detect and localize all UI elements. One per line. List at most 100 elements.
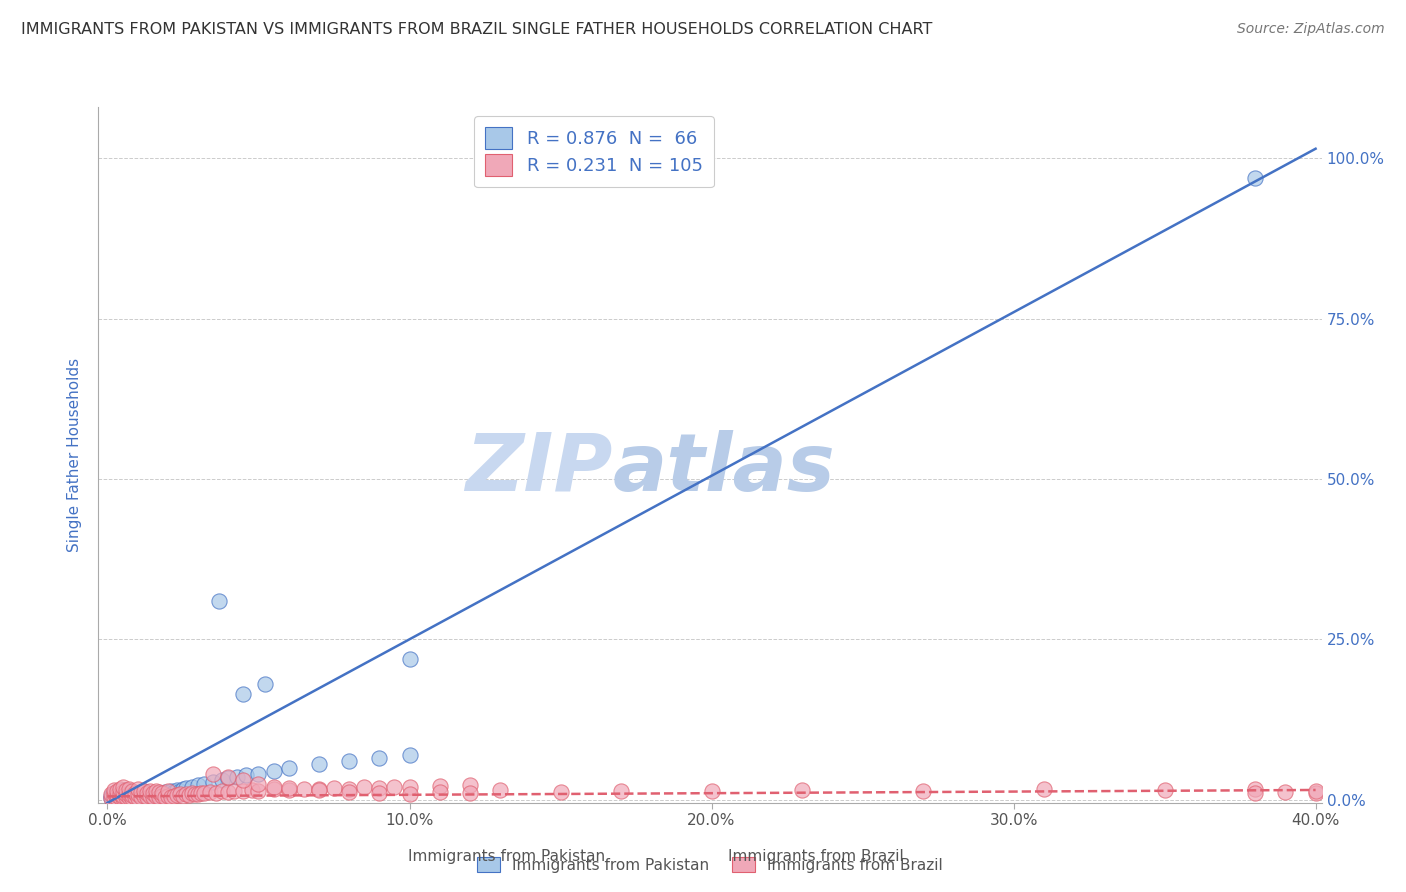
Point — [174, 780, 197, 795]
Point — [184, 788, 207, 802]
Point — [384, 780, 406, 794]
Point — [368, 751, 391, 765]
Point — [145, 789, 167, 804]
Point — [181, 780, 204, 794]
Point — [105, 788, 128, 802]
Point — [111, 785, 134, 799]
Point — [235, 768, 257, 782]
Point — [114, 783, 136, 797]
Point — [135, 789, 157, 803]
Point — [148, 785, 170, 799]
Point — [129, 785, 152, 799]
Point — [121, 787, 143, 801]
Point — [132, 789, 155, 804]
Point — [105, 791, 128, 805]
Point — [217, 770, 239, 784]
Point — [187, 779, 209, 793]
Point — [247, 767, 270, 781]
Point — [142, 790, 165, 805]
Point — [124, 790, 146, 805]
Point — [129, 789, 152, 803]
Point — [169, 788, 191, 802]
Legend: Immigrants from Pakistan, Immigrants from Brazil: Immigrants from Pakistan, Immigrants fro… — [471, 850, 949, 879]
Point — [193, 776, 215, 790]
Point — [398, 780, 420, 795]
Point — [398, 651, 420, 665]
Point — [232, 687, 254, 701]
Point — [108, 786, 131, 800]
Point — [103, 790, 125, 805]
Point — [105, 790, 128, 805]
Text: IMMIGRANTS FROM PAKISTAN VS IMMIGRANTS FROM BRAZIL SINGLE FATHER HOUSEHOLDS CORR: IMMIGRANTS FROM PAKISTAN VS IMMIGRANTS F… — [21, 22, 932, 37]
Point — [263, 780, 285, 794]
Point — [198, 785, 221, 799]
Point — [458, 779, 481, 793]
Point — [114, 785, 136, 799]
Point — [148, 790, 170, 805]
Text: ZIP: ZIP — [465, 430, 612, 508]
Point — [127, 788, 149, 802]
Point — [610, 783, 633, 797]
Point — [156, 789, 179, 804]
Point — [129, 785, 152, 799]
Point — [247, 776, 270, 790]
Point — [308, 782, 330, 797]
Point — [135, 785, 157, 799]
Point — [226, 770, 249, 784]
Point — [127, 790, 149, 805]
Point — [111, 787, 134, 801]
Point — [132, 784, 155, 798]
Point — [232, 773, 254, 788]
Point — [308, 757, 330, 772]
Point — [458, 786, 481, 800]
Point — [132, 789, 155, 804]
Point — [1153, 783, 1175, 797]
Point — [1274, 785, 1296, 799]
Point — [103, 790, 125, 805]
Point — [337, 785, 360, 799]
Point — [247, 783, 270, 797]
Text: Immigrants from Brazil: Immigrants from Brazil — [728, 849, 903, 863]
Point — [150, 788, 173, 802]
Point — [127, 789, 149, 804]
Point — [172, 782, 194, 797]
Point — [103, 783, 125, 797]
Point — [1244, 170, 1267, 185]
Point — [117, 787, 139, 801]
Point — [211, 784, 233, 798]
Point — [489, 783, 512, 797]
Point — [292, 781, 315, 796]
Point — [111, 789, 134, 803]
Point — [398, 788, 420, 802]
Point — [208, 594, 231, 608]
Point — [121, 783, 143, 797]
Point — [174, 787, 197, 801]
Point — [169, 783, 191, 797]
Point — [139, 788, 162, 802]
Point — [1305, 786, 1327, 800]
Point — [211, 773, 233, 788]
Point — [177, 788, 200, 802]
Point — [1305, 784, 1327, 798]
Point — [911, 783, 934, 797]
Point — [1244, 785, 1267, 799]
Point — [145, 784, 167, 798]
Point — [217, 785, 239, 799]
Point — [700, 784, 723, 798]
Point — [232, 784, 254, 798]
Point — [105, 788, 128, 802]
Point — [156, 784, 179, 798]
Point — [100, 789, 122, 804]
Point — [172, 789, 194, 803]
Point — [160, 790, 183, 805]
Point — [121, 790, 143, 805]
Point — [429, 779, 451, 793]
Point — [108, 790, 131, 805]
Point — [114, 788, 136, 802]
Point — [368, 780, 391, 795]
Point — [114, 788, 136, 802]
Point — [277, 783, 299, 797]
Point — [323, 780, 346, 795]
Y-axis label: Single Father Households: Single Father Households — [67, 358, 83, 552]
Point — [205, 785, 228, 799]
